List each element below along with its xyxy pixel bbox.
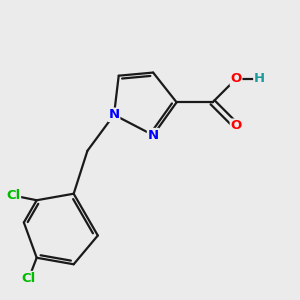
Text: N: N [148,129,159,142]
Text: Cl: Cl [22,272,36,285]
Text: N: N [109,108,120,121]
Text: O: O [230,119,242,132]
Text: H: H [254,72,265,85]
Text: O: O [230,72,242,85]
Text: Cl: Cl [6,189,20,202]
